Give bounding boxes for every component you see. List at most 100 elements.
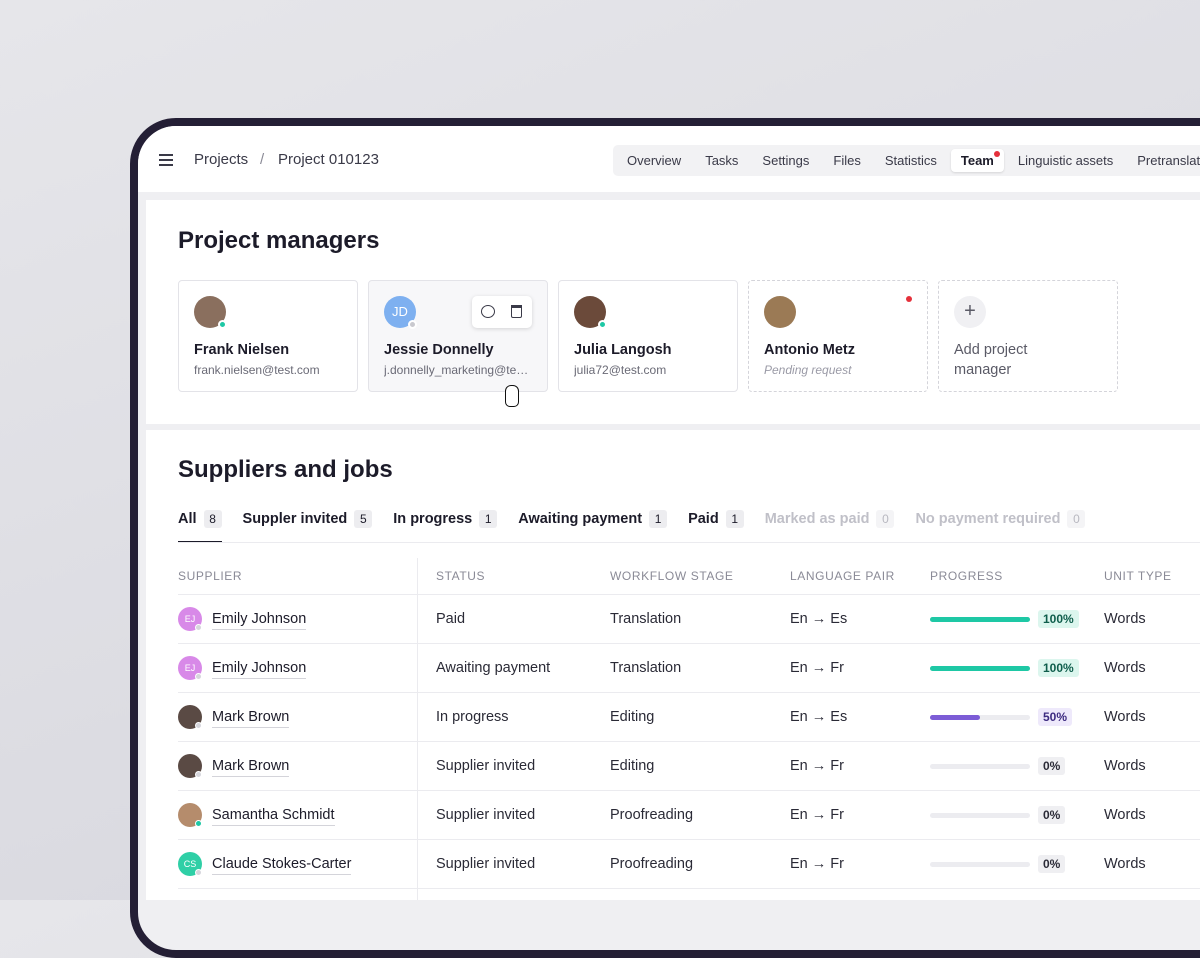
delete-button[interactable] (511, 305, 522, 318)
status-tab[interactable]: Suppler invited 5 (243, 509, 373, 541)
message-button[interactable] (481, 305, 495, 318)
progress-track (930, 617, 1030, 622)
add-icon: + (954, 296, 986, 328)
menu-button[interactable] (159, 154, 173, 166)
status-dot (195, 820, 202, 827)
language-pair: En → Fr (790, 758, 844, 774)
manager-card[interactable]: Julia Langosh julia72@test.com (558, 280, 738, 392)
column-header: SUPPLIER (178, 569, 243, 583)
notification-dot (906, 296, 912, 302)
progress-label: 0% (1038, 757, 1066, 775)
status-tab[interactable]: Paid 1 (688, 509, 744, 541)
supplier-name[interactable]: Emily Johnson (212, 658, 307, 679)
cursor (505, 385, 519, 407)
status-dot (195, 869, 202, 876)
row-divider (178, 790, 1200, 791)
column-header: UNIT TYPE (1104, 569, 1172, 583)
tab-label: In progress (393, 511, 473, 527)
status-tab[interactable]: Marked as paid 0 (765, 509, 895, 541)
status: In progress (436, 709, 509, 725)
supplier-name[interactable]: Claude Stokes-Carter (212, 854, 352, 875)
row-divider (178, 839, 1200, 840)
manager-name: Antonio Metz (764, 342, 856, 358)
nav-tab[interactable]: Team (950, 149, 1004, 172)
avatar (194, 296, 227, 329)
status: Awaiting payment (436, 660, 551, 676)
row-divider (178, 741, 1200, 742)
section-title: Project managers (178, 227, 380, 254)
nav-tab[interactable]: Settings (762, 153, 810, 168)
unit-type: Words (1104, 856, 1146, 872)
progress-bar (930, 617, 1030, 622)
column-divider (417, 558, 418, 900)
tab-label: Awaiting payment (518, 511, 643, 527)
tab-count: 8 (203, 510, 222, 528)
supplier-name[interactable]: Mark Brown (212, 756, 290, 777)
manager-card[interactable]: JD Jessie Donnelly j.donnelly_marketing@te… (368, 280, 548, 392)
column-header: WORKFLOW STAGE (610, 569, 734, 583)
tab-label: All (178, 511, 197, 527)
progress-track (930, 666, 1030, 671)
menu-line (159, 164, 173, 166)
supplier-name[interactable]: Emily Johnson (212, 609, 307, 630)
status-dot (195, 771, 202, 778)
unit-type: Words (1104, 758, 1146, 774)
manager-card[interactable]: Antonio Metz Pending request (748, 280, 928, 392)
progress-bar (930, 666, 1030, 671)
workflow-stage: Translation (610, 660, 682, 676)
avatar (764, 296, 796, 328)
tab-count: 5 (354, 510, 373, 528)
unit-type: Words (1104, 660, 1146, 676)
nav-tab[interactable]: Files (833, 153, 861, 168)
row-divider (178, 888, 1200, 889)
nav-tab[interactable]: Linguistic assets (1017, 153, 1114, 168)
status-tabs: All 8 Suppler invited 5 In progress 1 Awaiting… (178, 509, 1086, 543)
status-dot (408, 320, 417, 329)
status-dot (598, 320, 607, 329)
status-tab[interactable]: Awaiting payment 1 (518, 509, 668, 541)
workflow-stage: Editing (610, 709, 655, 725)
status-tab[interactable]: All 8 (178, 509, 222, 543)
status-tab[interactable]: In progress 1 (393, 509, 498, 541)
status-dot (195, 673, 202, 680)
status-tab[interactable]: No payment required 0 (915, 509, 1086, 541)
notification-dot (993, 151, 1000, 157)
status: Supplier invited (436, 758, 536, 774)
nav-tab[interactable]: Statistics (884, 153, 937, 168)
add-manager-card[interactable]: + Add project manager (938, 280, 1118, 392)
nav-tab[interactable]: Overview (627, 153, 682, 168)
row-divider (178, 594, 1200, 595)
row-divider (178, 643, 1200, 644)
tab-label: No payment required (915, 511, 1061, 527)
add-manager-label: Add project manager (954, 342, 1028, 378)
avatar (178, 754, 202, 778)
breadcrumb-link[interactable]: Projects (194, 151, 249, 168)
workflow-stage: Editing (610, 758, 655, 774)
row-divider (178, 692, 1200, 693)
supplier-name[interactable]: Mark Brown (212, 707, 290, 728)
progress-track (930, 813, 1030, 818)
language-pair: En → Fr (790, 807, 844, 823)
breadcrumb-separator: / (260, 151, 265, 168)
status-dot (195, 624, 202, 631)
suppliers-card (146, 430, 1200, 900)
column-header: LANGUAGE PAIR (790, 569, 895, 583)
nav-tab[interactable]: Pretranslation (1137, 153, 1200, 168)
nav-tab[interactable]: Tasks (705, 153, 739, 168)
manager-name: Frank Nielsen (194, 342, 290, 358)
unit-type: Words (1104, 807, 1146, 823)
manager-email: j.donnelly_marketing@test.com (384, 363, 534, 377)
progress-track (930, 862, 1030, 867)
manager-card[interactable]: Frank Nielsen frank.nielsen@test.com (178, 280, 358, 392)
supplier-name[interactable]: Samantha Schmidt (212, 805, 335, 826)
column-header: STATUS (436, 569, 486, 583)
tab-count: 1 (649, 510, 668, 528)
tab-count: 0 (1067, 510, 1086, 528)
status: Supplier invited (436, 856, 536, 872)
progress-label: 100% (1038, 659, 1079, 677)
tab-count: 0 (876, 510, 895, 528)
menu-line (159, 159, 173, 161)
avatar (574, 296, 607, 329)
language-pair: En → Fr (790, 660, 844, 676)
